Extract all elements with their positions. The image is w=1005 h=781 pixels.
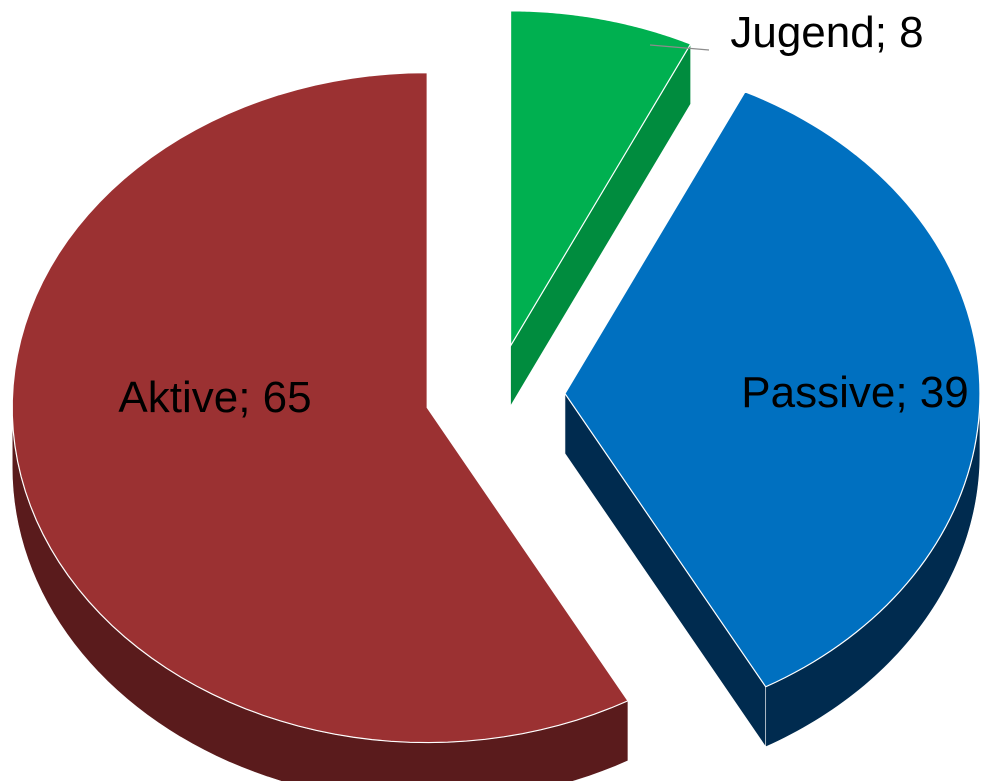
leader-line bbox=[649, 44, 710, 51]
label-category: Jugend bbox=[730, 8, 874, 57]
label-value: 8 bbox=[899, 8, 923, 57]
label-value: 39 bbox=[920, 368, 969, 417]
label-category: Passive bbox=[741, 368, 895, 417]
slice bbox=[509, 10, 692, 349]
data-label: Aktive; 65 bbox=[118, 373, 311, 422]
data-label: Passive; 39 bbox=[741, 368, 968, 417]
label-separator: ; bbox=[875, 8, 899, 57]
slice bbox=[564, 91, 981, 688]
data-label: Jugend; 8 bbox=[730, 8, 923, 57]
label-value: 65 bbox=[263, 373, 312, 422]
label-separator: ; bbox=[895, 368, 919, 417]
slice bbox=[11, 71, 629, 744]
label-category: Aktive bbox=[118, 373, 238, 422]
label-separator: ; bbox=[238, 373, 262, 422]
